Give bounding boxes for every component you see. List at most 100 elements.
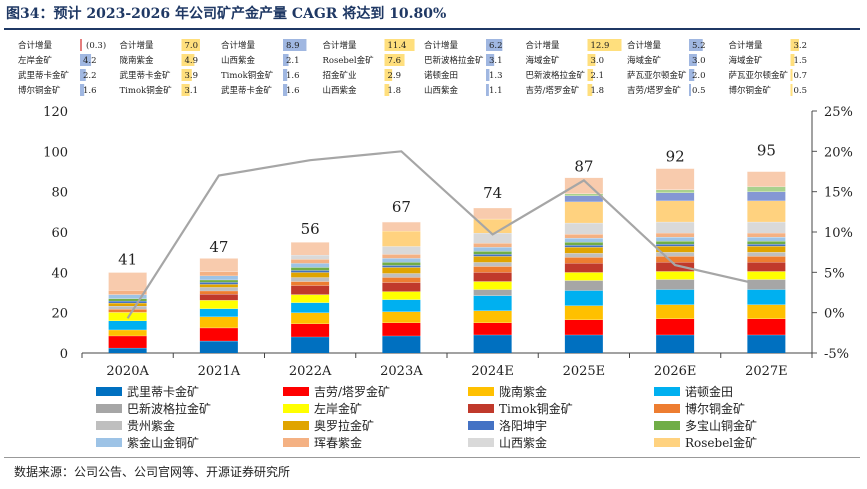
growth-row-value: 1.6	[83, 86, 97, 96]
growth-row-value: 11.4	[388, 41, 407, 51]
bar-segment	[747, 233, 786, 238]
legend-label: 紫金山金铜矿	[127, 435, 199, 450]
bar-total-label: 92	[666, 147, 685, 165]
growth-row-value: 4.9	[185, 56, 199, 66]
bar-segment	[291, 285, 330, 295]
legend-label: 贵州紫金	[127, 418, 175, 433]
growth-row-value: 1.8	[388, 86, 402, 96]
legend-label: 珲春紫金	[314, 435, 362, 450]
bar-segment	[747, 200, 786, 222]
x-tick-label: 2023A	[380, 364, 423, 379]
bar-segment	[108, 335, 147, 348]
growth-row-value: 7.0	[185, 41, 199, 51]
growth-row-bar	[384, 84, 390, 96]
growth-row-value: 0.5	[794, 86, 808, 96]
growth-row-name: 吉劳/塔罗金矿	[627, 85, 681, 96]
bar-total-label: 56	[301, 220, 320, 238]
growth-row-value: 1.3	[489, 71, 503, 81]
bar-segment	[564, 245, 603, 248]
growth-row-name: 合计增量	[526, 40, 561, 51]
bar-segment	[473, 262, 512, 267]
x-tick-label: 2025E	[563, 364, 606, 379]
bar-segment	[291, 254, 330, 260]
bar-total-label: 47	[209, 238, 228, 256]
growth-row-bar	[80, 69, 86, 81]
legend-label: 诺顿金田	[685, 384, 733, 399]
bar-total-label: 87	[574, 158, 593, 176]
legend-swatch	[654, 421, 680, 430]
bar-segment	[108, 329, 147, 336]
bar-segment	[108, 272, 147, 291]
bar-segment	[108, 306, 147, 310]
bar-segment	[564, 319, 603, 335]
bar-segment	[291, 277, 330, 282]
bar-segment	[656, 289, 695, 305]
bar-segment	[473, 322, 512, 335]
growth-row-name: 博尔铜金矿	[18, 85, 61, 96]
bar-segment	[199, 316, 238, 328]
growth-row-bar	[790, 39, 799, 51]
bar-segment	[291, 267, 330, 271]
growth-row-value: 1.8	[591, 86, 605, 96]
bar-segment	[473, 310, 512, 323]
bar-segment	[564, 195, 603, 202]
bar-segment	[382, 282, 421, 292]
growth-row-name: 合计增量	[323, 40, 358, 51]
x-tick-label: 2026E	[654, 364, 697, 379]
bar-segment	[382, 273, 421, 278]
bar-segment	[473, 247, 512, 252]
growth-row-bar	[587, 69, 594, 81]
y-left-tick-label: 20	[51, 307, 68, 322]
bar-segment	[656, 200, 695, 222]
legend-label: 陇南紫金	[499, 384, 547, 399]
bar-segment	[747, 241, 786, 245]
bar-segment	[564, 238, 603, 243]
bar-segment	[108, 309, 147, 313]
bar-segment	[564, 247, 603, 254]
growth-table: 合计增量 (0.3) 左岸金矿 4.2 武里蒂卡金矿 2.2 博尔铜金矿 1.6 合计增量 7.0…	[18, 39, 808, 96]
bar-segment	[656, 271, 695, 280]
bar-segment	[473, 256, 512, 263]
bottom-rule	[4, 457, 860, 458]
growth-row-bar	[486, 39, 503, 51]
bar-segment	[291, 336, 330, 353]
bar-segment	[291, 272, 330, 278]
y-right-tick-label: 25%	[824, 105, 853, 120]
bar-segment	[747, 271, 786, 280]
bar-segment	[382, 246, 421, 255]
growth-row-bar	[181, 54, 195, 66]
y-left-tick-label: 40	[51, 266, 68, 281]
growth-row-name: 合计增量	[18, 40, 53, 51]
bar-segment	[747, 244, 786, 247]
growth-row-name: Rosebel金矿	[323, 55, 375, 66]
bar-segment	[382, 267, 421, 274]
bar-segment	[473, 289, 512, 296]
bar-segment	[656, 304, 695, 319]
bar-segment	[108, 302, 147, 307]
growth-row-value: 2.9	[388, 71, 402, 81]
growth-row-name: 武里蒂卡金矿	[221, 85, 273, 96]
growth-row-bar	[181, 69, 192, 81]
legend-swatch	[283, 421, 309, 430]
title-rule	[4, 28, 860, 30]
bar-segment	[382, 262, 421, 266]
bar-segment	[747, 256, 786, 263]
y-right-tick-label: 5%	[824, 266, 845, 281]
bar-total-label: 95	[757, 141, 776, 159]
bar-segment	[291, 242, 330, 255]
legend-swatch	[283, 387, 309, 396]
bar-segment	[473, 251, 512, 255]
growth-row-value: 1.6	[286, 71, 300, 81]
bar-total-label: 41	[118, 250, 137, 268]
bar-segment	[656, 279, 695, 290]
growth-row-name: Timok铜金矿	[120, 85, 173, 96]
bar-segment	[747, 252, 786, 257]
bar-segment	[473, 281, 512, 290]
y-left-tick-label: 0	[60, 347, 68, 362]
legend-swatch	[96, 421, 122, 430]
legend-swatch	[654, 438, 680, 447]
bar-segment	[656, 241, 695, 245]
growth-row-value: 3.1	[185, 86, 199, 96]
bar-segment	[108, 298, 147, 301]
legend-swatch	[283, 404, 309, 413]
